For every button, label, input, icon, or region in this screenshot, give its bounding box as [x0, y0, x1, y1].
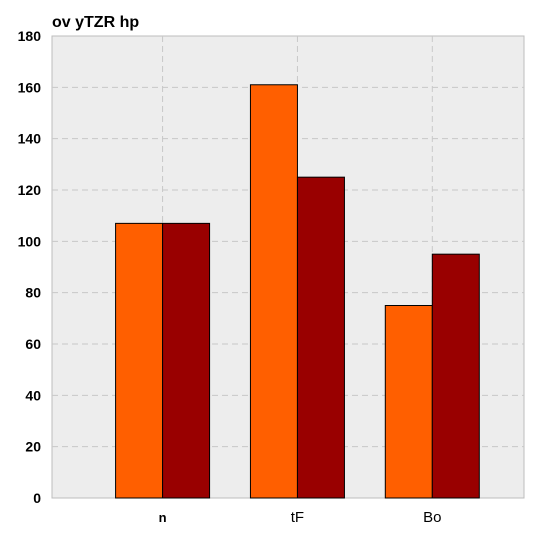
y-axis: 0 20 40 60 80 100 120 140 160 180 — [18, 28, 42, 506]
y-tick-label: 140 — [18, 131, 42, 147]
y-tick-label: 100 — [18, 233, 42, 249]
y-tick-label: 120 — [18, 182, 42, 198]
bar-n-series-1 — [115, 222, 164, 499]
x-tick-label: n — [159, 510, 167, 525]
x-tick-label: tF — [291, 509, 304, 526]
y-tick-label: 0 — [33, 490, 41, 506]
y-tick-label: 60 — [25, 336, 41, 352]
bar-Bo-series-1 — [384, 305, 433, 499]
y-tick-label: 160 — [18, 79, 42, 95]
y-tick-label: 40 — [25, 387, 41, 403]
bar-n-series-2 — [162, 222, 211, 499]
x-axis: n tF Bo — [159, 509, 442, 526]
bar-tF-series-1 — [249, 84, 298, 499]
bars — [115, 84, 480, 499]
x-tick-label: Bo — [423, 509, 441, 526]
bar-tF-series-2 — [296, 176, 345, 499]
y-tick-label: 80 — [25, 285, 41, 301]
chart-title: ov yTZR hp — [52, 14, 139, 31]
bar-Bo-series-2 — [431, 253, 480, 499]
y-tick-label: 180 — [18, 28, 42, 44]
y-tick-label: 20 — [25, 439, 41, 455]
